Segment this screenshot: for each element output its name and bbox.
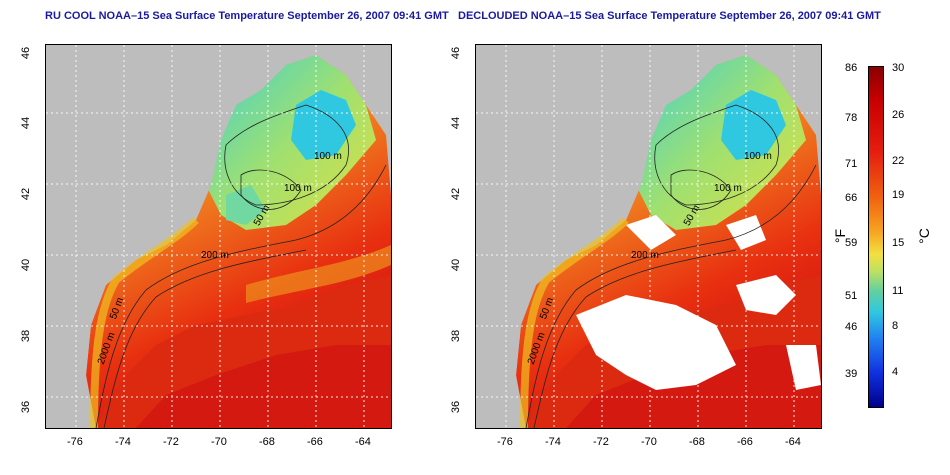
celsius-unit-label: °C	[915, 228, 932, 244]
y-tick-label: 38	[450, 329, 463, 343]
y-tick-label: 44	[450, 116, 463, 130]
celsius-label: 11	[892, 285, 904, 297]
x-tick-label: -76	[497, 436, 513, 448]
fahrenheit-label: 71	[845, 158, 858, 170]
x-tick-label: -74	[115, 436, 131, 448]
x-tick-label: -64	[785, 436, 801, 448]
fahrenheit-label: 46	[845, 321, 858, 333]
y-tick-label: 38	[20, 329, 33, 343]
celsius-label: 22	[892, 155, 905, 167]
fahrenheit-label: 66	[845, 192, 858, 204]
contour-label: 200 m	[201, 250, 229, 261]
fahrenheit-label: 39	[845, 368, 858, 380]
x-tick-label: -72	[163, 436, 179, 448]
y-tick-label: 42	[20, 187, 33, 201]
left-map-title: RU COOL NOAA–15 Sea Surface Temperature …	[45, 10, 449, 22]
y-tick-label: 36	[450, 400, 463, 414]
y-tick-label: 36	[20, 400, 33, 414]
x-tick-label: -68	[689, 436, 705, 448]
x-tick-label: -66	[737, 436, 753, 448]
celsius-label: 15	[892, 237, 905, 249]
x-tick-label: -72	[593, 436, 609, 448]
fahrenheit-label: 51	[845, 290, 858, 302]
right-map: 100 m 100 m 50 m 200 m 50 m 2000 m	[475, 44, 822, 429]
y-tick-label: 44	[20, 116, 33, 130]
fahrenheit-label: 86	[845, 62, 858, 74]
contour-label: 100 m	[284, 183, 312, 194]
x-tick-label: -76	[67, 436, 83, 448]
right-map-title: DECLOUDED NOAA–15 Sea Surface Temperatur…	[458, 10, 881, 22]
x-tick-label: -70	[641, 436, 657, 448]
y-tick-label: 40	[450, 258, 463, 272]
left-map: 100 m 100 m 50 m 200 m 50 m 2000 m	[45, 44, 392, 429]
y-tick-label: 46	[20, 46, 33, 60]
contour-label: 200 m	[631, 250, 659, 261]
y-tick-label: 40	[20, 258, 33, 272]
x-tick-label: -70	[211, 436, 227, 448]
fahrenheit-unit-label: °F	[832, 228, 849, 244]
contour-label: 100 m	[314, 151, 342, 162]
temperature-colorbar	[868, 66, 884, 408]
right-sst-image	[476, 45, 821, 428]
y-tick-label: 42	[450, 187, 463, 201]
x-tick-label: -68	[259, 436, 275, 448]
fahrenheit-label: 59	[845, 237, 858, 249]
contour-label: 100 m	[714, 183, 742, 194]
x-tick-label: -74	[545, 436, 561, 448]
left-sst-image	[46, 45, 391, 428]
celsius-label: 26	[892, 109, 905, 121]
y-tick-label: 46	[450, 46, 463, 60]
celsius-label: 19	[892, 189, 905, 201]
celsius-label: 30	[892, 62, 905, 74]
fahrenheit-label: 78	[845, 112, 858, 124]
celsius-label: 4	[892, 366, 899, 378]
x-tick-label: -66	[307, 436, 323, 448]
contour-label: 100 m	[744, 151, 772, 162]
celsius-label: 8	[892, 320, 899, 332]
x-tick-label: -64	[355, 436, 371, 448]
